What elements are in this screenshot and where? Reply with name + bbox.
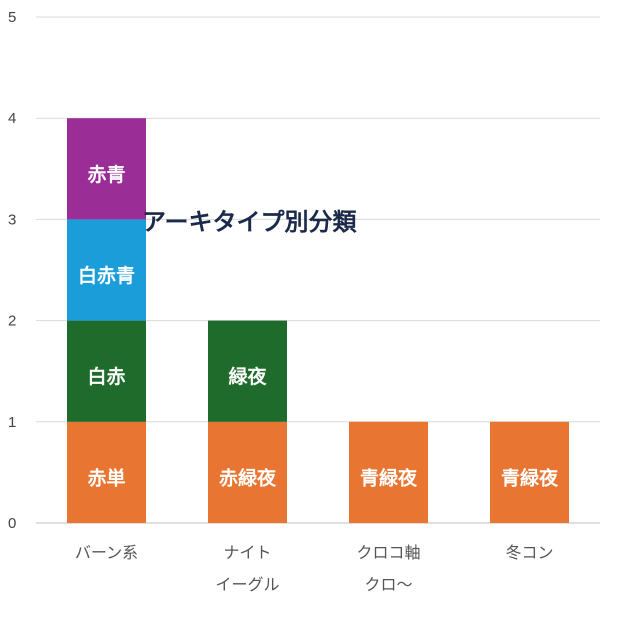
x-category-label: ナイト: [223, 543, 271, 562]
bar-segment: [67, 118, 146, 220]
segment-label: 赤青: [87, 164, 125, 186]
segment-label: 白赤青: [78, 264, 135, 287]
y-tick-label: 5: [8, 9, 16, 26]
x-category-label: イーグル: [215, 575, 279, 594]
y-tick-label: 0: [8, 515, 16, 532]
y-tick-label: 2: [8, 313, 16, 330]
segment-label: 赤緑夜: [219, 466, 277, 489]
bar-segment: [67, 421, 146, 523]
y-tick-label: 4: [8, 110, 16, 127]
segment-label: 緑夜: [228, 365, 267, 388]
bar-segment: [349, 421, 428, 523]
x-category-label: クロコ軸: [356, 543, 420, 562]
bar-segment: [67, 320, 146, 422]
chart-title: アーキタイプ別分類: [142, 208, 358, 236]
y-axis-ticks: 0 1 2 3 4 5: [8, 9, 16, 532]
y-tick-label: 3: [8, 211, 16, 228]
x-category-label: バーン系: [75, 543, 138, 562]
bar-segment: [208, 421, 287, 523]
segment-label: 白赤: [87, 365, 125, 388]
x-category-label: 冬コン: [505, 543, 553, 562]
segment-label: 赤単: [87, 466, 125, 489]
bar-segment: [67, 219, 146, 321]
bar-segment: [490, 421, 569, 523]
segment-label: 青緑夜: [501, 466, 559, 489]
segment-label: 青緑夜: [360, 466, 418, 489]
x-category-label: クロ〜: [364, 575, 412, 594]
y-tick-label: 1: [8, 414, 16, 431]
bar-segment: [208, 320, 287, 422]
